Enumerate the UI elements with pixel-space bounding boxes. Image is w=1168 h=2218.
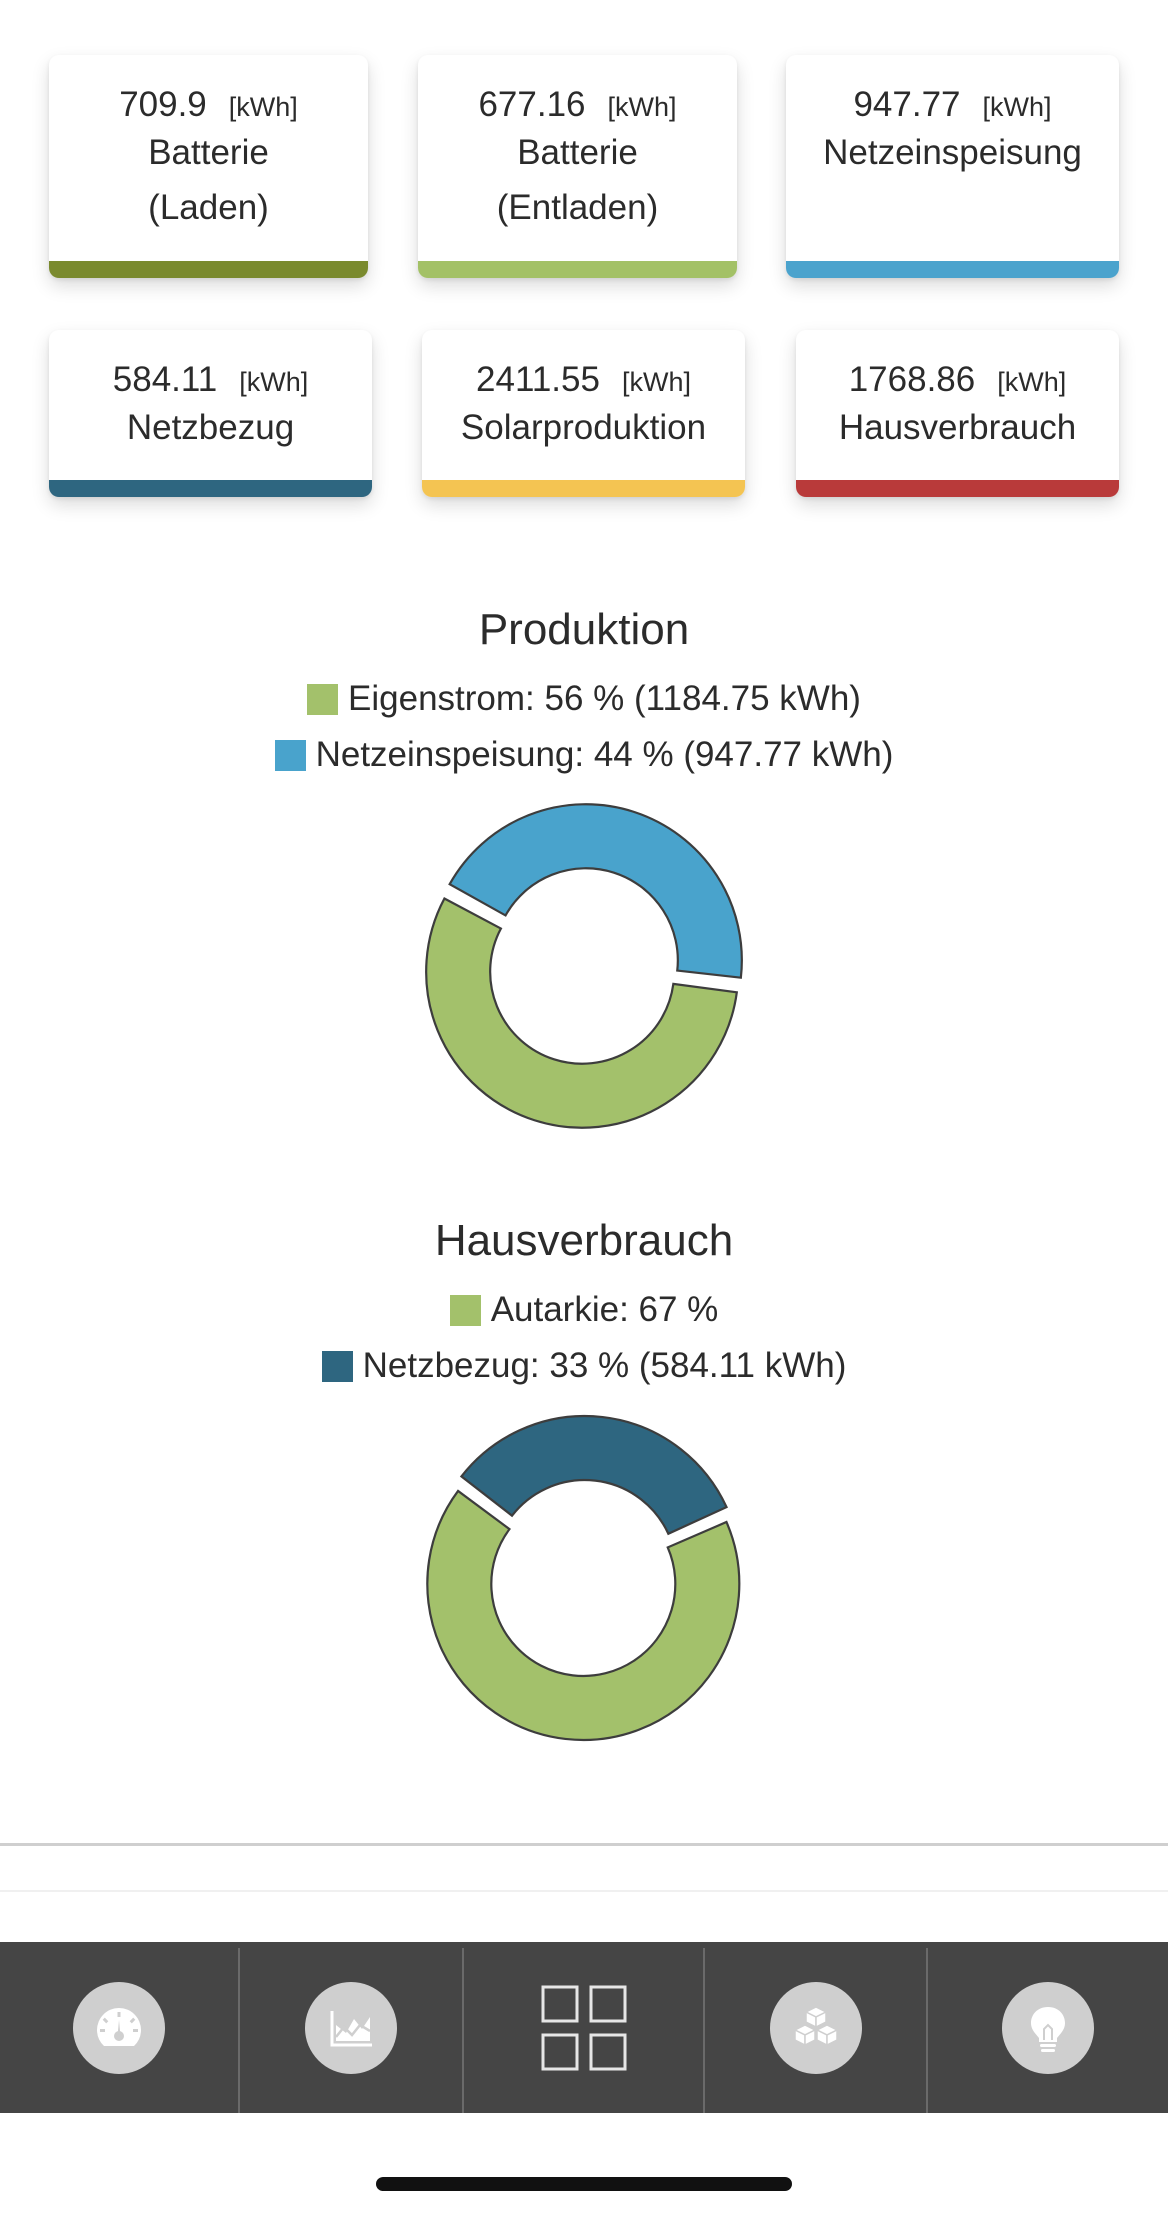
donut-slice-eigenstrom[interactable] [425, 896, 739, 1129]
card-netzeinspeisung: 947.77 [kWh] Netzeinspeisung [786, 55, 1119, 278]
nav-dashboard-button[interactable] [0, 1942, 238, 2113]
nav-grid-button[interactable] [464, 1942, 703, 2113]
card-color-bar [796, 480, 1119, 497]
nav-lighting-button[interactable] [928, 1942, 1168, 2113]
donut-slice-netzbezug[interactable] [459, 1414, 728, 1536]
card-label: Netzbezug [126, 408, 295, 447]
card-solarproduktion: 2411.55 [kWh] Solarproduktion [422, 330, 745, 497]
card-label: Batterie [517, 133, 638, 172]
legend-hausverbrauch: Autarkie: 67 % Netzbezug: 33 % (584.11 k… [0, 1282, 1168, 1394]
card-color-bar [49, 480, 372, 497]
donut-chart-hausverbrauch [426, 1414, 741, 1742]
card-unit: [kWh] [982, 92, 1052, 122]
card-value: 1768.86 [848, 360, 976, 399]
lightbulb-icon [1002, 1981, 1094, 2074]
nav-divider [703, 1948, 705, 2113]
legend-swatch [321, 1350, 353, 1382]
legend-text: Eigenstrom: 56 % (1184.75 kWh) [348, 679, 861, 718]
bottom-nav-bar [0, 1942, 1168, 2113]
card-value: 947.77 [853, 85, 961, 124]
nav-modules-button[interactable] [705, 1942, 926, 2113]
legend-text: Autarkie: 67 % [490, 1290, 719, 1329]
grid-icon [541, 1985, 626, 2070]
legend-item-autarkie[interactable]: Autarkie: 67 % [0, 1282, 1168, 1338]
card-color-bar [422, 480, 745, 497]
donut-chart-produktion [425, 803, 743, 1129]
card-value: 677.16 [478, 85, 586, 124]
nav-divider [238, 1948, 240, 2113]
card-color-bar [49, 261, 368, 278]
card-label-sub: (Entladen) [496, 188, 659, 227]
card-unit: [kWh] [997, 367, 1067, 397]
card-label: Batterie [148, 133, 269, 172]
home-indicator [376, 2177, 792, 2191]
legend-text: Netzeinspeisung: 44 % (947.77 kWh) [315, 735, 894, 774]
nav-statistics-button[interactable] [240, 1942, 462, 2113]
legend-swatch [307, 683, 339, 715]
nav-divider [462, 1948, 464, 2113]
card-unit: [kWh] [228, 92, 298, 122]
legend-item-netzbezug[interactable]: Netzbezug: 33 % (584.11 kWh) [0, 1338, 1168, 1394]
card-value: 584.11 [112, 360, 218, 399]
area-chart-icon [305, 1981, 397, 2074]
card-label: Hausverbrauch [838, 408, 1077, 447]
legend-swatch [274, 739, 306, 771]
divider [0, 1890, 1168, 1892]
card-value: 709.9 [119, 85, 207, 124]
card-value: 2411.55 [476, 360, 600, 399]
card-label: Netzeinspeisung [823, 133, 1082, 172]
card-batterie-entladen: 677.16 [kWh] Batterie (Entladen) [418, 55, 737, 278]
chart-title-produktion: Produktion [478, 605, 690, 654]
card-batterie-laden: 709.9 [kWh] Batterie (Laden) [49, 55, 368, 278]
card-unit: [kWh] [607, 92, 677, 122]
legend-item-eigenstrom[interactable]: Eigenstrom: 56 % (1184.75 kWh) [0, 671, 1168, 727]
card-hausverbrauch: 1768.86 [kWh] Hausverbrauch [796, 330, 1119, 497]
card-color-bar [418, 261, 737, 278]
donut-slice-netzeinspeisung[interactable] [448, 803, 743, 979]
dashboard-gauge-icon [73, 1981, 165, 2074]
nav-divider [926, 1948, 928, 2113]
divider [0, 1843, 1168, 1846]
card-color-bar [786, 261, 1119, 278]
donut-slice-autarkie[interactable] [426, 1489, 741, 1742]
legend-produktion: Eigenstrom: 56 % (1184.75 kWh) Netzeinsp… [0, 671, 1168, 783]
card-unit: [kWh] [239, 367, 309, 397]
legend-item-netzeinspeisung[interactable]: Netzeinspeisung: 44 % (947.77 kWh) [0, 727, 1168, 783]
card-label-sub: (Laden) [148, 188, 269, 227]
legend-swatch [449, 1294, 481, 1326]
chart-title-hausverbrauch: Hausverbrauch [434, 1216, 734, 1265]
card-label: Solarproduktion [460, 408, 707, 447]
card-unit: [kWh] [621, 367, 691, 397]
cubes-icon [769, 1981, 862, 2074]
legend-text: Netzbezug: 33 % (584.11 kWh) [362, 1346, 847, 1385]
card-netzbezug: 584.11 [kWh] Netzbezug [49, 330, 372, 497]
